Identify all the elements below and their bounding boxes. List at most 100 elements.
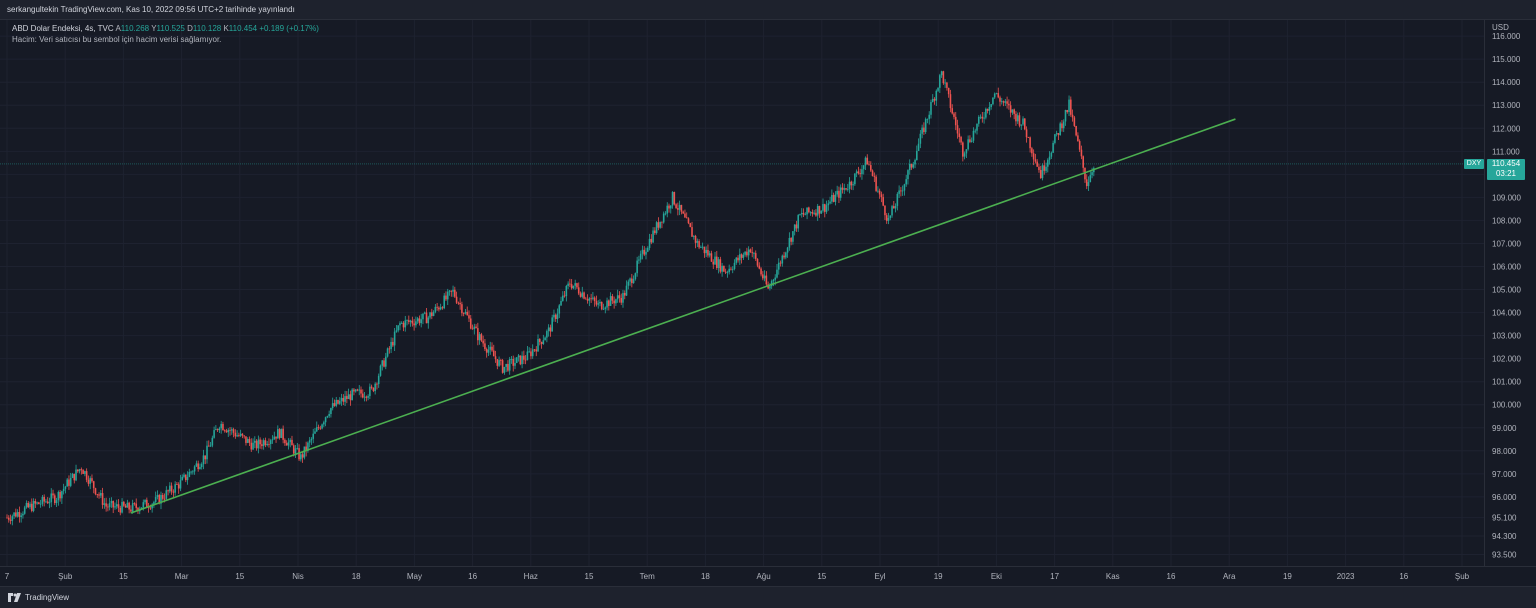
candle-body bbox=[85, 471, 88, 480]
legend-symbol[interactable]: ABD Dolar Endeksi, 4s, TVC bbox=[12, 24, 114, 33]
candle-body bbox=[480, 334, 483, 341]
candle-body bbox=[622, 293, 624, 303]
candle-body bbox=[353, 389, 355, 392]
candle-body bbox=[446, 291, 449, 300]
candle-body bbox=[549, 327, 552, 332]
candle-body bbox=[986, 108, 989, 111]
candle-body bbox=[1009, 105, 1012, 113]
candle-body bbox=[749, 249, 752, 253]
candle-body bbox=[747, 249, 750, 256]
candle-body bbox=[369, 386, 371, 397]
candle-body bbox=[415, 321, 417, 326]
candle-body bbox=[114, 506, 116, 508]
candle-body bbox=[553, 314, 555, 318]
candle-body bbox=[338, 400, 341, 404]
candle-body bbox=[77, 469, 79, 472]
candle-body bbox=[845, 188, 847, 190]
candle-body bbox=[560, 300, 562, 306]
candle-body bbox=[384, 356, 387, 367]
candle-body bbox=[795, 224, 798, 229]
candle-body bbox=[960, 137, 962, 143]
candle-body bbox=[402, 322, 405, 328]
candle-body bbox=[161, 494, 164, 499]
candle-body bbox=[611, 296, 614, 301]
y-tick-label: 96.000 bbox=[1492, 493, 1517, 502]
candle-body bbox=[268, 444, 270, 445]
candle-body bbox=[935, 90, 938, 101]
y-tick-label: 114.000 bbox=[1492, 78, 1521, 87]
candle-body bbox=[211, 437, 214, 446]
candle-body bbox=[300, 454, 302, 460]
candle-body bbox=[827, 203, 830, 206]
candle-body bbox=[625, 285, 628, 296]
candle-body bbox=[868, 164, 870, 166]
candle-body bbox=[901, 190, 904, 192]
candle-body bbox=[484, 343, 486, 349]
candle-body bbox=[177, 484, 180, 489]
candle-body bbox=[457, 302, 460, 304]
candle-body bbox=[850, 181, 853, 186]
candle-body bbox=[15, 512, 17, 517]
candle-body bbox=[452, 289, 454, 292]
brand-name: TradingView bbox=[25, 593, 70, 602]
candle-body bbox=[195, 463, 198, 467]
candle-body bbox=[728, 268, 730, 273]
candle-body bbox=[296, 448, 299, 449]
candle-body bbox=[1004, 101, 1007, 103]
candle-body bbox=[802, 212, 805, 215]
legend-high-value: 110.525 bbox=[156, 24, 185, 33]
candle-body bbox=[462, 313, 465, 314]
candle-body bbox=[408, 320, 410, 322]
candle-body bbox=[50, 493, 53, 503]
candle-body bbox=[117, 504, 120, 508]
candle-body bbox=[213, 430, 215, 438]
candle-body bbox=[123, 501, 125, 506]
candle-body bbox=[11, 516, 14, 521]
candle-body bbox=[988, 106, 991, 111]
candle-body bbox=[930, 102, 932, 115]
candle-body bbox=[976, 123, 978, 131]
candle-body bbox=[245, 436, 247, 443]
tradingview-logo[interactable]: TradingView bbox=[8, 593, 69, 602]
candle-body bbox=[167, 490, 169, 492]
candle-body bbox=[485, 348, 488, 353]
candle-body bbox=[992, 97, 994, 105]
candle-body bbox=[282, 428, 284, 440]
candle-body bbox=[583, 292, 585, 299]
candle-body bbox=[238, 435, 240, 436]
candle-body bbox=[188, 471, 191, 477]
candle-body bbox=[910, 164, 913, 168]
candle-body bbox=[307, 442, 309, 451]
candle-body bbox=[537, 339, 539, 352]
candle-body bbox=[700, 247, 702, 248]
x-tick-label: 18 bbox=[701, 572, 710, 581]
candle-body bbox=[908, 164, 911, 171]
candle-body bbox=[439, 307, 442, 310]
candle-body bbox=[41, 496, 44, 504]
candle-body bbox=[172, 491, 175, 493]
candle-body bbox=[498, 360, 500, 366]
candle-body bbox=[66, 479, 68, 487]
candle-body bbox=[944, 82, 946, 84]
candle-body bbox=[1031, 148, 1033, 154]
candle-body bbox=[179, 480, 182, 489]
candle-body bbox=[831, 195, 833, 202]
candle-body bbox=[1075, 125, 1077, 136]
candle-body bbox=[894, 205, 897, 209]
candle-body bbox=[7, 517, 10, 520]
candle-body bbox=[940, 71, 943, 76]
candle-body bbox=[668, 205, 670, 209]
candle-body bbox=[418, 318, 421, 324]
y-tick-label: 101.000 bbox=[1492, 378, 1521, 387]
candle-body bbox=[954, 116, 957, 126]
candle-body bbox=[657, 222, 660, 228]
candle-body bbox=[505, 363, 507, 367]
y-tick-label: 93.500 bbox=[1492, 550, 1517, 559]
candle-body bbox=[813, 212, 815, 214]
candle-body bbox=[708, 253, 711, 256]
candle-body bbox=[6, 517, 8, 519]
candle-body bbox=[977, 116, 980, 124]
candle-body bbox=[985, 108, 987, 118]
candle-body bbox=[207, 445, 210, 447]
